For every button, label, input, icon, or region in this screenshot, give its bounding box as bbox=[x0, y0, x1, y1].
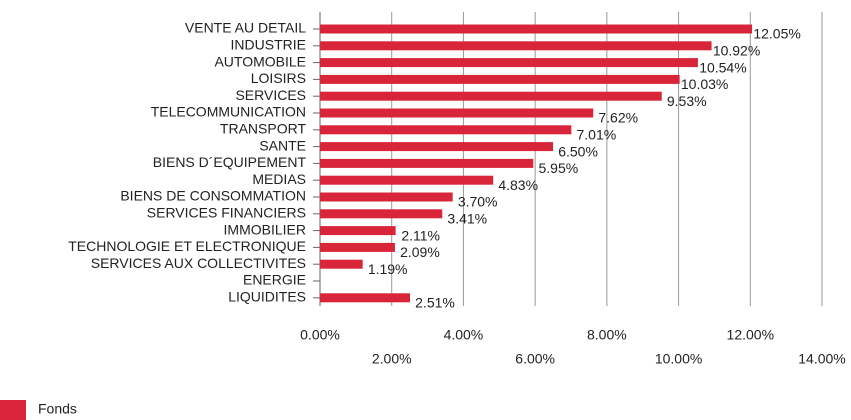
value-label: 7.62% bbox=[598, 110, 638, 126]
x-tick-label: 0.00% bbox=[300, 327, 340, 343]
x-tick-label: 6.00% bbox=[515, 351, 555, 367]
y-tick-label: LOISIRS bbox=[251, 70, 306, 86]
value-label: 7.01% bbox=[577, 127, 617, 143]
x-tick-label: 8.00% bbox=[587, 327, 627, 343]
x-tick-label: 14.00% bbox=[798, 351, 845, 367]
value-label: 2.11% bbox=[401, 227, 440, 243]
bar bbox=[320, 108, 594, 118]
bar bbox=[320, 125, 572, 135]
value-label: 10.92% bbox=[713, 43, 760, 59]
value-label: 12.05% bbox=[753, 26, 800, 42]
value-label: 6.50% bbox=[558, 143, 598, 159]
y-tick-label: SERVICES FINANCIERS bbox=[147, 205, 306, 221]
bar bbox=[320, 242, 395, 252]
bar bbox=[320, 74, 680, 84]
y-tick-label: AUTOMOBILE bbox=[214, 53, 306, 69]
value-label: 1.19% bbox=[368, 261, 408, 277]
bar bbox=[320, 175, 494, 185]
bar bbox=[320, 91, 662, 101]
bar bbox=[320, 226, 396, 236]
y-tick-label: SERVICES AUX COLLECTIVITES bbox=[91, 255, 306, 271]
x-tick-label: 12.00% bbox=[727, 327, 774, 343]
y-tick-label: LIQUIDITES bbox=[228, 289, 306, 305]
bar bbox=[320, 259, 363, 269]
bar bbox=[320, 293, 411, 303]
value-label: 9.53% bbox=[667, 93, 707, 109]
y-tick-label: INDUSTRIE bbox=[231, 37, 306, 53]
bar bbox=[320, 142, 554, 152]
x-tick-label: 10.00% bbox=[655, 351, 702, 367]
y-tick-label: MEDIAS bbox=[252, 171, 306, 187]
value-label: 3.41% bbox=[447, 211, 487, 227]
value-label: 10.54% bbox=[699, 59, 746, 75]
x-tick-label: 2.00% bbox=[372, 351, 412, 367]
y-tick-label: ENERGIE bbox=[243, 272, 306, 288]
value-label: 2.51% bbox=[415, 295, 455, 311]
bar bbox=[320, 192, 453, 202]
bar bbox=[320, 24, 753, 34]
value-label: 5.95% bbox=[538, 160, 578, 176]
y-tick-label: TRANSPORT bbox=[220, 121, 307, 137]
value-label: 3.70% bbox=[458, 194, 498, 210]
y-tick-label: IMMOBILIER bbox=[224, 221, 306, 237]
legend-label: Fonds bbox=[38, 401, 77, 417]
value-label: 2.09% bbox=[400, 244, 440, 260]
y-tick-label: TECHNOLOGIE ET ELECTRONIQUE bbox=[68, 238, 306, 254]
bar bbox=[320, 209, 443, 219]
value-label: 10.03% bbox=[681, 76, 728, 92]
x-tick-label: 4.00% bbox=[444, 327, 484, 343]
y-tick-label: SANTE bbox=[259, 137, 306, 153]
bar bbox=[320, 41, 712, 51]
bar bbox=[320, 158, 534, 168]
y-tick-label: BIENS D´EQUIPEMENT bbox=[153, 154, 307, 170]
y-tick-label: BIENS DE CONSOMMATION bbox=[120, 188, 306, 204]
y-tick-label: VENTE AU DETAIL bbox=[185, 20, 306, 36]
legend-swatch bbox=[0, 400, 26, 420]
value-label: 4.83% bbox=[498, 177, 538, 193]
y-tick-label: TELECOMMUNICATION bbox=[151, 104, 306, 120]
y-tick-label: SERVICES bbox=[235, 87, 306, 103]
bar bbox=[320, 58, 698, 68]
